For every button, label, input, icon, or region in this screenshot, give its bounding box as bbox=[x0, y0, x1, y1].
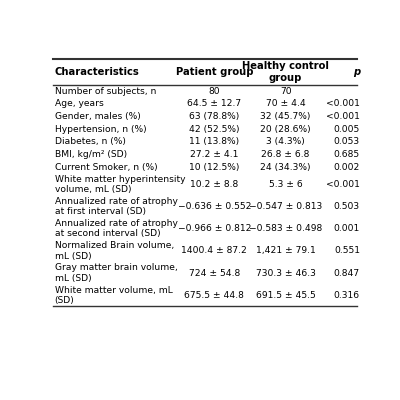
Text: 0.503: 0.503 bbox=[334, 202, 360, 211]
Text: Patient group: Patient group bbox=[176, 67, 253, 77]
Text: 26.8 ± 6.8: 26.8 ± 6.8 bbox=[262, 150, 310, 159]
Text: 70 ± 4.4: 70 ± 4.4 bbox=[266, 100, 306, 108]
Text: 724 ± 54.8: 724 ± 54.8 bbox=[189, 269, 240, 278]
Text: <0.001: <0.001 bbox=[326, 112, 360, 121]
Text: 20 (28.6%): 20 (28.6%) bbox=[260, 125, 311, 134]
Text: 0.685: 0.685 bbox=[334, 150, 360, 159]
Text: 3 (4.3%): 3 (4.3%) bbox=[266, 137, 305, 146]
Text: 0.316: 0.316 bbox=[334, 291, 360, 300]
Text: 80: 80 bbox=[208, 87, 220, 96]
Text: 10.2 ± 8.8: 10.2 ± 8.8 bbox=[190, 180, 238, 189]
Text: <0.001: <0.001 bbox=[326, 100, 360, 108]
Text: 0.005: 0.005 bbox=[334, 125, 360, 134]
Text: Characteristics: Characteristics bbox=[55, 67, 140, 77]
Text: 42 (52.5%): 42 (52.5%) bbox=[189, 125, 240, 134]
Text: Current Smoker, n (%): Current Smoker, n (%) bbox=[55, 162, 157, 172]
Text: Diabetes, n (%): Diabetes, n (%) bbox=[55, 137, 126, 146]
Text: −0.547 ± 0.813: −0.547 ± 0.813 bbox=[249, 202, 322, 211]
Text: 0.551: 0.551 bbox=[334, 246, 360, 256]
Text: 27.2 ± 4.1: 27.2 ± 4.1 bbox=[190, 150, 238, 159]
Text: Annualized rate of atrophy
at second interval (SD): Annualized rate of atrophy at second int… bbox=[55, 219, 178, 238]
Text: 1400.4 ± 87.2: 1400.4 ± 87.2 bbox=[181, 246, 247, 256]
Text: 0.001: 0.001 bbox=[334, 224, 360, 233]
Text: 70: 70 bbox=[280, 87, 292, 96]
Text: 11 (13.8%): 11 (13.8%) bbox=[189, 137, 239, 146]
Text: Gender, males (%): Gender, males (%) bbox=[55, 112, 140, 121]
Text: 64.5 ± 12.7: 64.5 ± 12.7 bbox=[187, 100, 241, 108]
Text: 675.5 ± 44.8: 675.5 ± 44.8 bbox=[184, 291, 244, 300]
Text: −0.966 ± 0.812: −0.966 ± 0.812 bbox=[178, 224, 251, 233]
Text: −0.636 ± 0.552: −0.636 ± 0.552 bbox=[178, 202, 251, 211]
Text: 63 (78.8%): 63 (78.8%) bbox=[189, 112, 240, 121]
Text: 0.053: 0.053 bbox=[334, 137, 360, 146]
Text: 24 (34.3%): 24 (34.3%) bbox=[260, 162, 311, 172]
Text: White matter hyperintensity
volume, mL (SD): White matter hyperintensity volume, mL (… bbox=[55, 175, 185, 194]
Text: Normalized Brain volume,
mL (SD): Normalized Brain volume, mL (SD) bbox=[55, 241, 174, 261]
Text: 730.3 ± 46.3: 730.3 ± 46.3 bbox=[256, 269, 316, 278]
Text: BMI, kg/m² (SD): BMI, kg/m² (SD) bbox=[55, 150, 127, 159]
Text: <0.001: <0.001 bbox=[326, 180, 360, 189]
Text: p: p bbox=[353, 67, 360, 77]
Text: 32 (45.7%): 32 (45.7%) bbox=[260, 112, 311, 121]
Text: 10 (12.5%): 10 (12.5%) bbox=[189, 162, 240, 172]
Text: 0.847: 0.847 bbox=[334, 269, 360, 278]
Text: Gray matter brain volume,
mL (SD): Gray matter brain volume, mL (SD) bbox=[55, 264, 178, 283]
Text: 5.3 ± 6: 5.3 ± 6 bbox=[269, 180, 302, 189]
Text: Annualized rate of atrophy
at first interval (SD): Annualized rate of atrophy at first inte… bbox=[55, 197, 178, 216]
Text: Healthy control
group: Healthy control group bbox=[242, 61, 329, 83]
Text: 691.5 ± 45.5: 691.5 ± 45.5 bbox=[256, 291, 316, 300]
Text: 0.002: 0.002 bbox=[334, 162, 360, 172]
Text: 1,421 ± 79.1: 1,421 ± 79.1 bbox=[256, 246, 316, 256]
Text: Number of subjects, n: Number of subjects, n bbox=[55, 87, 156, 96]
Text: White matter volume, mL
(SD): White matter volume, mL (SD) bbox=[55, 286, 172, 305]
Text: −0.583 ± 0.498: −0.583 ± 0.498 bbox=[249, 224, 322, 233]
Text: Hypertension, n (%): Hypertension, n (%) bbox=[55, 125, 146, 134]
Text: Age, years: Age, years bbox=[55, 100, 103, 108]
